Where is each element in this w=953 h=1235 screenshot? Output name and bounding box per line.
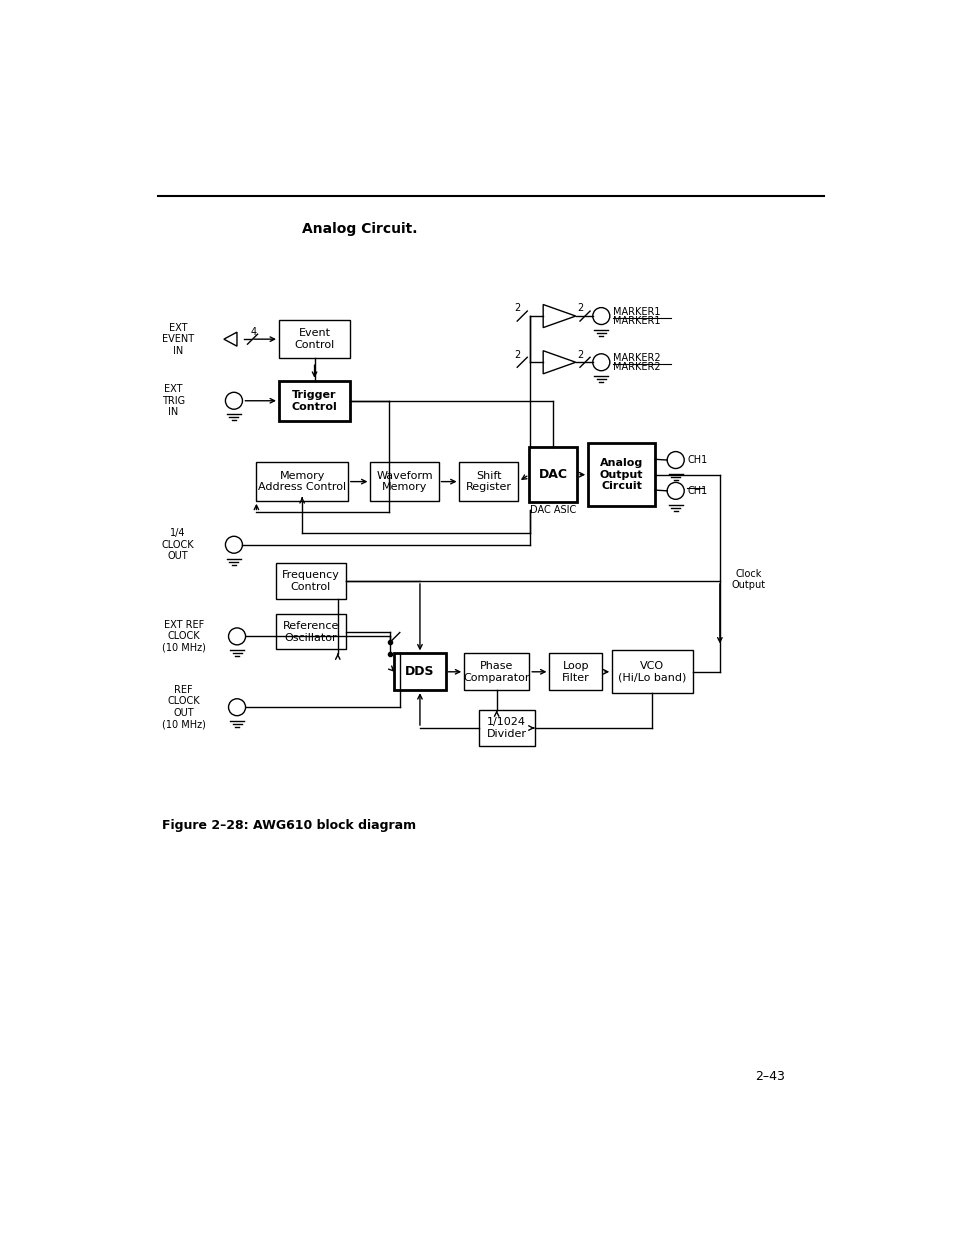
Text: EXT
TRIG
IN: EXT TRIG IN [162, 384, 185, 417]
Bar [394, 653, 445, 690]
Text: DAC: DAC [538, 468, 567, 482]
Text: Reference
Oscillator: Reference Oscillator [282, 621, 338, 642]
Text: 2–43: 2–43 [755, 1070, 784, 1083]
Text: Phase
Comparator: Phase Comparator [463, 661, 529, 683]
Text: Analog Circuit.: Analog Circuit. [301, 222, 416, 236]
Text: 2: 2 [514, 304, 520, 314]
Bar [464, 653, 529, 690]
Text: Memory
Address Control: Memory Address Control [258, 471, 346, 493]
Text: EXT
EVENT
IN: EXT EVENT IN [162, 322, 193, 356]
Text: CH1: CH1 [686, 485, 707, 495]
Bar [370, 462, 438, 501]
Bar [587, 443, 654, 506]
Text: 2: 2 [577, 304, 583, 314]
Text: Loop
Filter: Loop Filter [561, 661, 589, 683]
Bar [256, 462, 348, 501]
Text: Figure 2–28: AWG610 block diagram: Figure 2–28: AWG610 block diagram [162, 819, 416, 832]
Bar [278, 380, 350, 421]
Text: MARKER1: MARKER1 [612, 316, 659, 326]
Text: 2: 2 [577, 350, 583, 359]
Text: DAC ASIC: DAC ASIC [530, 505, 576, 515]
Bar [278, 320, 350, 358]
Bar [275, 614, 345, 650]
Text: MARKER2: MARKER2 [612, 362, 659, 372]
Text: CH1: CH1 [686, 454, 707, 466]
Text: MARKER1: MARKER1 [612, 308, 659, 317]
Bar [275, 563, 345, 599]
Text: Trigger
Control: Trigger Control [292, 390, 337, 411]
Bar [549, 653, 601, 690]
Text: VCO
(Hi/Lo band): VCO (Hi/Lo band) [618, 661, 686, 683]
Text: Shift
Register: Shift Register [465, 471, 512, 493]
Bar [612, 651, 692, 693]
Bar [459, 462, 517, 501]
Text: MARKER2: MARKER2 [612, 353, 659, 363]
Text: REF
CLOCK
OUT
(10 MHz): REF CLOCK OUT (10 MHz) [162, 685, 206, 730]
Text: Frequency
Control: Frequency Control [281, 571, 339, 592]
Bar [478, 710, 534, 746]
Text: 1/1024
Divider: 1/1024 Divider [486, 718, 526, 739]
Text: Clock
Output: Clock Output [731, 568, 765, 590]
Text: Waveform
Memory: Waveform Memory [375, 471, 433, 493]
Text: Event
Control: Event Control [294, 329, 335, 350]
Text: 2: 2 [514, 350, 520, 359]
Text: 1/4
CLOCK
OUT: 1/4 CLOCK OUT [162, 529, 194, 562]
Text: Analog
Output
Circuit: Analog Output Circuit [599, 458, 642, 492]
Bar [529, 447, 577, 503]
Text: EXT REF
CLOCK
(10 MHz): EXT REF CLOCK (10 MHz) [162, 620, 206, 653]
Text: 4: 4 [250, 327, 256, 337]
Text: DDS: DDS [405, 666, 435, 678]
